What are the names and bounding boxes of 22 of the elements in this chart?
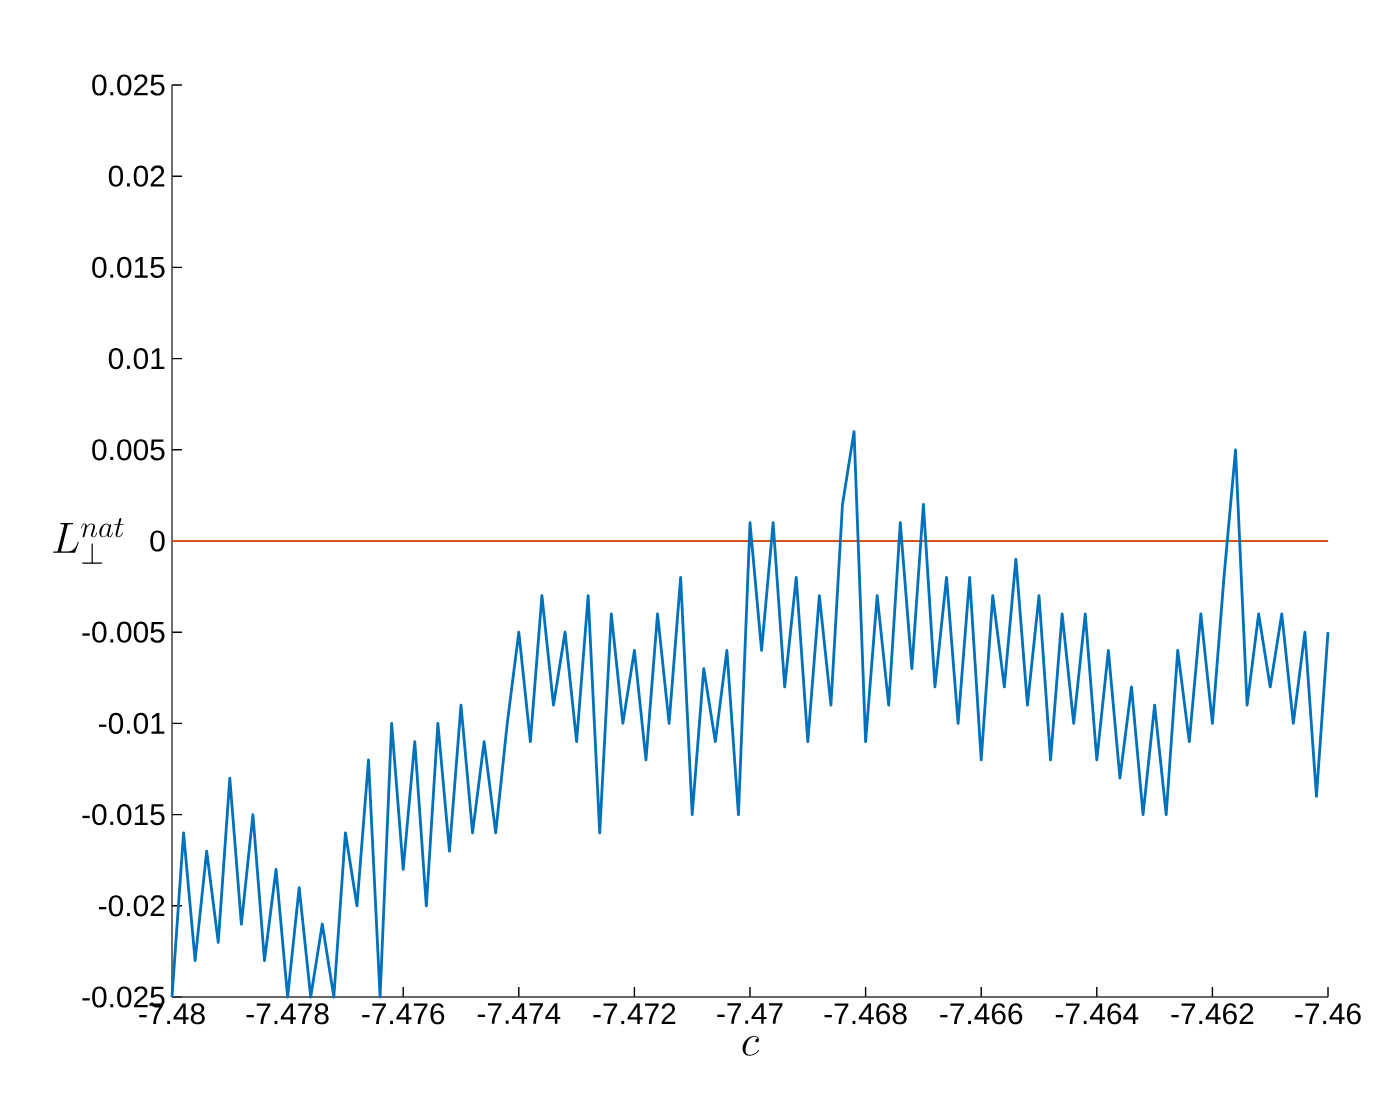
- x-tick-label: -7.464: [1055, 1003, 1139, 1025]
- y-tick-label: 0.01: [108, 348, 165, 370]
- y-tick-label: 0.005: [92, 439, 165, 461]
- x-tick-label: -7.478: [246, 1003, 329, 1025]
- x-tick-label: -7.47: [717, 1003, 783, 1024]
- x-tick-label: -7.472: [593, 1003, 676, 1025]
- y-tick-label: 0.015: [92, 256, 165, 278]
- x-tick-label: -7.476: [362, 1003, 445, 1025]
- x-tick-label: -7.462: [1171, 1003, 1254, 1025]
- y-tick-label: 0: [150, 530, 165, 552]
- y-tick-label: -0.005: [82, 621, 165, 643]
- x-axis-title: $c$: [742, 1035, 760, 1056]
- y-tick-label: -0.01: [99, 712, 165, 734]
- y-tick-label: -0.015: [82, 804, 165, 826]
- y-axis-title: $L_{\perp}^{nat}$: [53, 518, 124, 564]
- y-tick-label: 0.02: [108, 165, 165, 187]
- x-tick-label: -7.474: [477, 1003, 561, 1024]
- x-tick-label: -7.46: [1295, 1003, 1361, 1025]
- y-tick-label: -0.02: [99, 895, 165, 917]
- y-tick-label: 0.025: [92, 74, 165, 96]
- x-tick-label: -7.468: [824, 1003, 907, 1025]
- x-tick-label: -7.466: [940, 1003, 1023, 1025]
